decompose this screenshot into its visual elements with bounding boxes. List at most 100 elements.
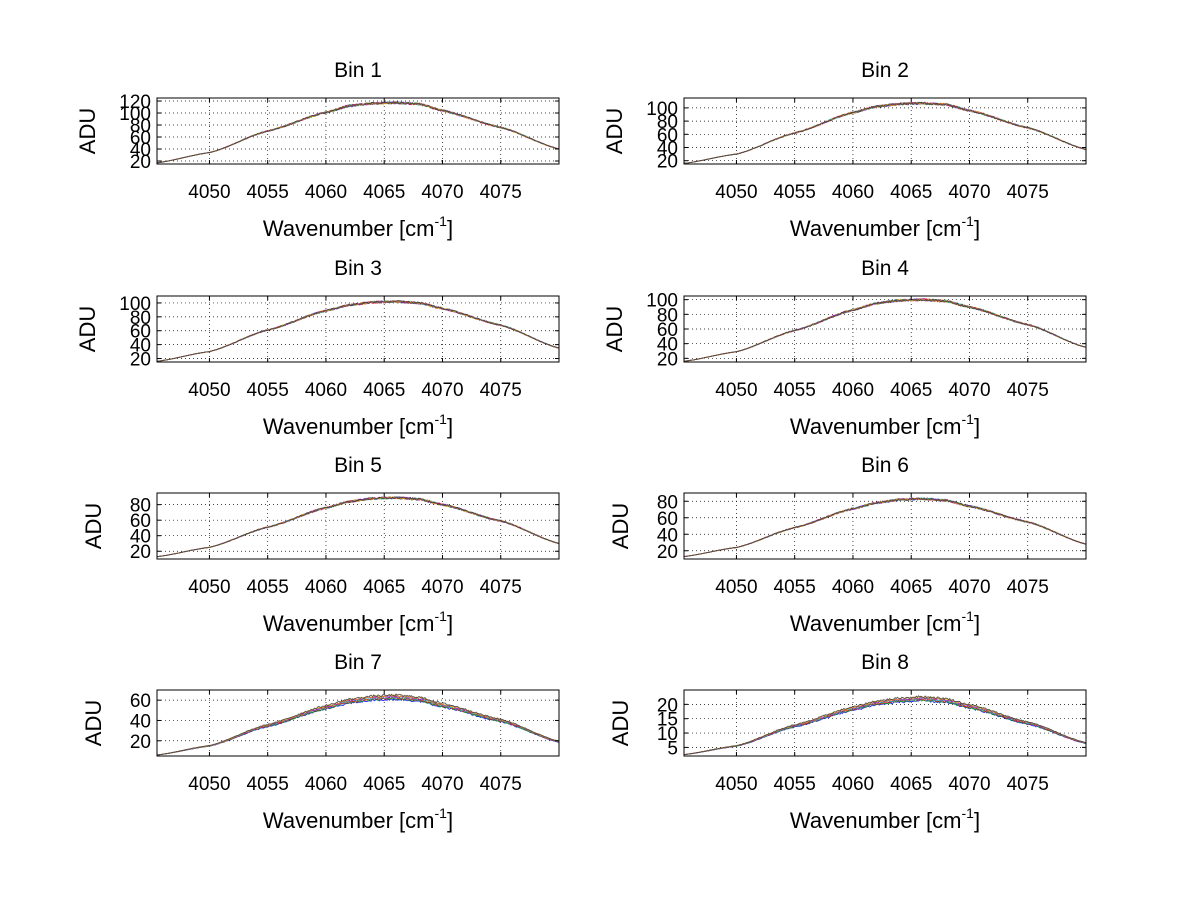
x-axis-label-end: ]: [974, 808, 980, 833]
x-axis-label-sup: -1: [962, 608, 975, 624]
x-tick-label: 4070: [421, 380, 463, 401]
series-line-7: [683, 695, 1087, 755]
axes-box: [683, 97, 1087, 165]
x-tick-label: 4065: [363, 380, 405, 401]
x-axis-label-end: ]: [447, 611, 453, 636]
x-tick-label: 4070: [948, 182, 990, 203]
y-tick-label: 20: [657, 152, 678, 173]
y-tick-label: 15: [657, 710, 678, 731]
y-axis-label: ADU: [608, 700, 633, 746]
x-tick-label: 4065: [890, 577, 932, 598]
x-axis-label-text: Wavenumber [cm: [790, 216, 962, 241]
panel-title: Bin 7: [334, 651, 382, 674]
x-axis-label-text: Wavenumber [cm: [263, 216, 435, 241]
x-tick-label: 4055: [774, 182, 816, 203]
series-line-7: [683, 298, 1087, 362]
x-tick-label: 4065: [363, 577, 405, 598]
x-axis-label: Wavenumber [cm-1]: [263, 411, 453, 439]
x-axis-label-sup: -1: [435, 805, 448, 821]
x-tick-label: 4060: [832, 577, 874, 598]
x-tick-label: 4075: [1007, 380, 1049, 401]
y-tick-label: 20: [657, 349, 678, 370]
plot-area: [684, 493, 1086, 559]
x-tick-label: 4075: [1007, 774, 1049, 795]
axes-box: [156, 689, 560, 757]
x-tick-label: 4050: [188, 577, 230, 598]
x-axis-label: Wavenumber [cm-1]: [790, 411, 980, 439]
y-axis-label: ADU: [75, 108, 100, 154]
y-tick-label: 80: [130, 496, 151, 517]
x-tick-label: 4070: [421, 774, 463, 795]
y-tick-label: 5: [667, 738, 678, 759]
x-axis-label-end: ]: [447, 808, 453, 833]
y-tick-label: 100: [119, 104, 151, 125]
y-tick-label: 60: [130, 691, 151, 712]
y-axis-label: ADU: [81, 700, 106, 746]
x-tick-label: 4060: [832, 182, 874, 203]
plot-area: [157, 296, 559, 362]
panel-title: Bin 4: [861, 257, 909, 280]
y-tick-label: 100: [646, 99, 678, 120]
x-tick-label: 4050: [188, 380, 230, 401]
y-tick-label: 60: [657, 125, 678, 146]
x-axis-label-end: ]: [974, 414, 980, 439]
y-tick-label: 60: [657, 320, 678, 341]
x-tick-label: 4055: [774, 774, 816, 795]
x-axis-label: Wavenumber [cm-1]: [263, 213, 453, 241]
y-tick-label: 60: [130, 322, 151, 343]
x-tick-label: 4065: [363, 182, 405, 203]
x-axis-label-text: Wavenumber [cm: [790, 808, 962, 833]
x-tick-label: 4055: [247, 774, 289, 795]
x-axis-label-text: Wavenumber [cm: [263, 414, 435, 439]
series-line-7: [156, 101, 560, 164]
x-axis-label-sup: -1: [962, 213, 975, 229]
x-tick-label: 4055: [247, 182, 289, 203]
x-axis-label-sup: -1: [435, 213, 448, 229]
plot-area: [684, 98, 1086, 164]
x-axis-label: Wavenumber [cm-1]: [790, 213, 980, 241]
x-axis-label-text: Wavenumber [cm: [790, 611, 962, 636]
panel-bin-1: 4050 4055 4060 4065 4070 407520406080100120Bi…: [75, 59, 560, 241]
y-tick-label: 20: [130, 542, 151, 563]
y-tick-label: 20: [130, 350, 151, 371]
x-axis-label-sup: -1: [435, 608, 448, 624]
y-tick-label: 40: [130, 336, 151, 357]
x-axis-label-end: ]: [447, 216, 453, 241]
panel-title: Bin 5: [334, 454, 382, 477]
x-axis-label-sup: -1: [435, 411, 448, 427]
panel-title: Bin 2: [861, 59, 909, 82]
x-tick-label: 4065: [890, 774, 932, 795]
x-tick-label: 4050: [715, 774, 757, 795]
x-axis-label-end: ]: [974, 611, 980, 636]
x-tick-label: 4065: [890, 182, 932, 203]
y-axis-label: ADU: [75, 306, 100, 352]
x-axis-label: Wavenumber [cm-1]: [790, 608, 980, 636]
y-tick-label: 60: [657, 509, 678, 530]
x-tick-label: 4070: [421, 577, 463, 598]
x-tick-label: 4050: [715, 577, 757, 598]
plot-area: [157, 98, 559, 164]
x-tick-label: 4055: [774, 380, 816, 401]
axes-box: [156, 295, 560, 363]
y-tick-label: 40: [130, 140, 151, 161]
y-tick-label: 20: [657, 542, 678, 563]
y-tick-label: 20: [130, 152, 151, 173]
y-axis-label: ADU: [602, 108, 627, 154]
x-axis-label: Wavenumber [cm-1]: [263, 805, 453, 833]
series-line-7: [156, 300, 560, 362]
x-tick-label: 4050: [188, 774, 230, 795]
series-line-7: [683, 497, 1087, 557]
x-axis-label-text: Wavenumber [cm: [263, 808, 435, 833]
series-line-7: [156, 693, 560, 756]
y-tick-label: 80: [657, 112, 678, 133]
y-tick-label: 100: [646, 291, 678, 312]
x-tick-label: 4055: [247, 380, 289, 401]
y-tick-label: 40: [657, 525, 678, 546]
axes-box: [683, 689, 1087, 757]
y-tick-label: 120: [119, 92, 151, 113]
